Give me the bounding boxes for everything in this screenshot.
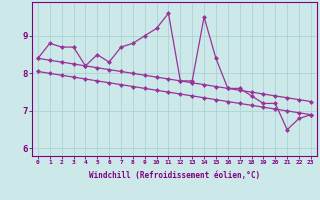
- X-axis label: Windchill (Refroidissement éolien,°C): Windchill (Refroidissement éolien,°C): [89, 171, 260, 180]
